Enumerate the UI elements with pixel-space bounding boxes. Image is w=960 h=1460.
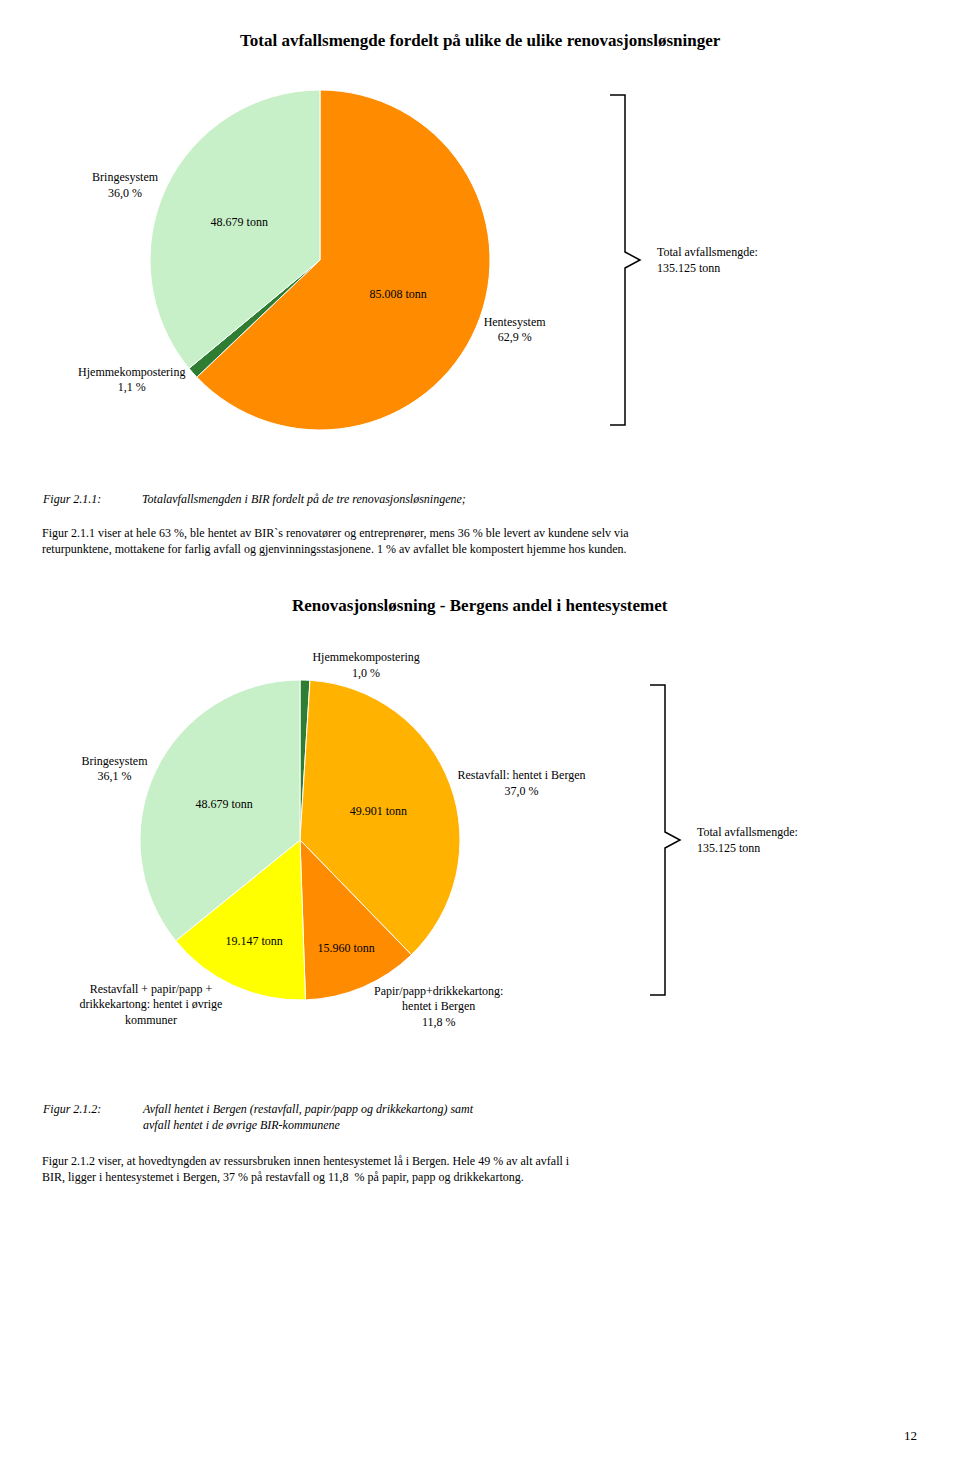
svg-text:Restavfall: hentet i Bergen37,: Restavfall: hentet i Bergen37,0 %	[457, 768, 585, 798]
svg-text:Total avfallsmengde:135.125 to: Total avfallsmengde:135.125 tonn	[697, 825, 798, 855]
svg-text:Figur 2.1.1:: Figur 2.1.1:	[42, 492, 101, 506]
svg-text:Hjemmekompostering1,0 %: Hjemmekompostering1,0 %	[312, 650, 419, 680]
svg-text:Total avfallsmengde:135.125 to: Total avfallsmengde:135.125 tonn	[657, 245, 758, 275]
svg-text:49.901 tonn: 49.901 tonn	[350, 804, 407, 818]
svg-text:Papir/papp+drikkekartong:hente: Papir/papp+drikkekartong:hentet i Bergen…	[374, 984, 503, 1029]
svg-text:Figur 2.1.2:: Figur 2.1.2:	[42, 1102, 101, 1116]
svg-text:48.679 tonn: 48.679 tonn	[195, 797, 252, 811]
svg-text:Renovasjonsløsning - Bergens a: Renovasjonsløsning - Bergens andel i hen…	[292, 596, 668, 615]
svg-text:Avfall hentet i Bergen (restav: Avfall hentet i Bergen (restavfall, papi…	[142, 1102, 474, 1132]
svg-text:12: 12	[904, 1428, 917, 1443]
svg-text:48.679 tonn: 48.679 tonn	[211, 215, 268, 229]
svg-text:Hjemmekompostering1,1 %: Hjemmekompostering1,1 %	[78, 365, 185, 395]
svg-text:Bringesystem36,0 %: Bringesystem36,0 %	[92, 170, 159, 200]
svg-text:Figur 2.1.1 viser at hele 63 %: Figur 2.1.1 viser at hele 63 %, ble hent…	[42, 526, 629, 556]
svg-text:Total avfallsmengde fordelt på: Total avfallsmengde fordelt på ulike de …	[240, 31, 721, 50]
svg-text:Totalavfallsmengden i BIR ford: Totalavfallsmengden i BIR fordelt på de …	[142, 492, 466, 506]
svg-text:Bringesystem36,1 %: Bringesystem36,1 %	[81, 754, 148, 784]
svg-text:85.008 tonn: 85.008 tonn	[369, 287, 426, 301]
svg-text:Hentesystem62,9 %: Hentesystem62,9 %	[484, 315, 547, 345]
svg-text:15.960 tonn: 15.960 tonn	[317, 941, 374, 955]
svg-text:Figur 2.1.2 viser, at hovedtyn: Figur 2.1.2 viser, at hovedtyngden av re…	[42, 1154, 570, 1184]
svg-text:Restavfall + papir/papp +drikk: Restavfall + papir/papp +drikkekartong: …	[79, 982, 222, 1027]
svg-text:19.147 tonn: 19.147 tonn	[225, 934, 282, 948]
